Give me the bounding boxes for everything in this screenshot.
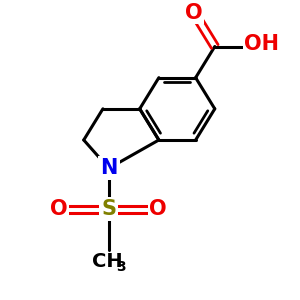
Text: O: O [149, 200, 167, 219]
Text: CH: CH [92, 252, 123, 271]
Text: S: S [101, 200, 116, 219]
Text: 3: 3 [116, 260, 126, 274]
Text: O: O [185, 2, 203, 22]
Text: O: O [50, 200, 68, 219]
Text: OH: OH [244, 34, 279, 54]
Text: N: N [100, 158, 118, 178]
